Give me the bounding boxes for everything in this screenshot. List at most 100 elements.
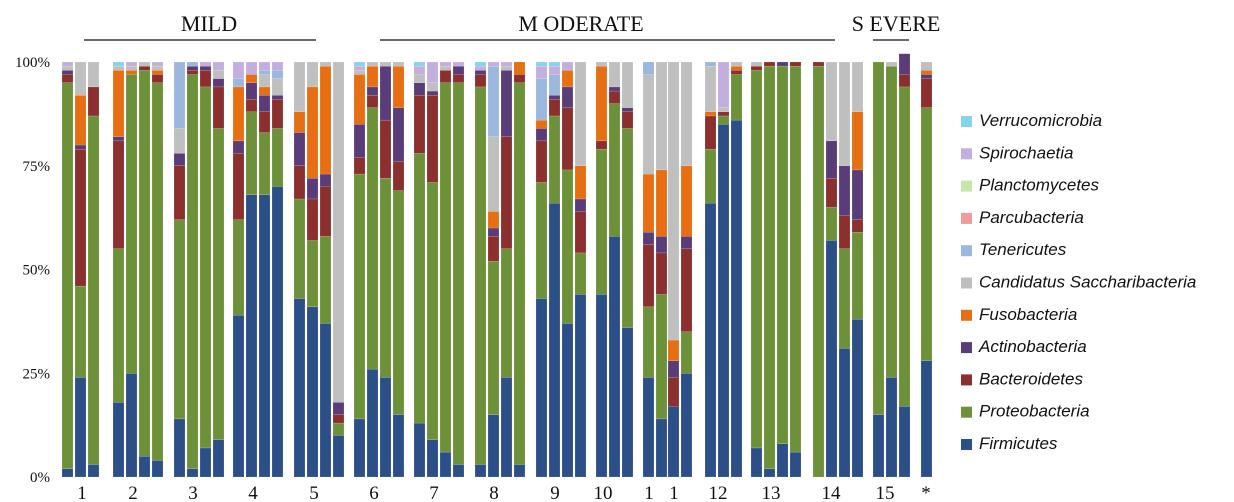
sample-bar bbox=[125, 61, 138, 478]
bar-segment-actinobacteria bbox=[851, 169, 864, 220]
bar-segment-candidatus-saccharibacteria bbox=[173, 128, 186, 154]
sample-bar bbox=[173, 61, 186, 478]
legend-item: Firmicutes bbox=[961, 434, 1058, 453]
bar-segment-tenericutes bbox=[487, 65, 500, 137]
legend-swatch bbox=[961, 309, 972, 321]
bar-segment-proteobacteria bbox=[872, 61, 885, 415]
x-axis-patient-labels: 1 2 3 4 5 6 7 8 9 10 1 1 12 13 14 15 * bbox=[77, 483, 931, 502]
bar-segment-bacteroidetes bbox=[825, 177, 838, 208]
bar-segment-actinobacteria bbox=[245, 82, 258, 100]
bar-segment-candidatus-saccharibacteria bbox=[258, 74, 271, 88]
sample-bar bbox=[776, 61, 789, 478]
bar-segment-bacteroidetes bbox=[332, 414, 345, 424]
group-label-s-evere: S EVERE bbox=[852, 11, 941, 36]
bar-segment-proteobacteria bbox=[151, 82, 164, 461]
bar-segment-proteobacteria bbox=[293, 198, 306, 299]
bar-segment-verrucomicrobia bbox=[413, 61, 426, 67]
severity-group-labels: MILD M ODERATE S EVERE bbox=[84, 11, 941, 41]
bar-segment-fusobacteria bbox=[293, 111, 306, 133]
bar-segment-proteobacteria bbox=[186, 74, 199, 469]
bar-segment-actinobacteria bbox=[199, 65, 212, 71]
bar-segment-candidatus-saccharibacteria bbox=[595, 61, 608, 67]
sample-bar bbox=[655, 61, 668, 478]
bar-segment-actinobacteria bbox=[608, 86, 621, 92]
bar-segment-firmicutes bbox=[245, 194, 258, 478]
sample-bar bbox=[87, 61, 100, 478]
sample-bar bbox=[535, 61, 548, 478]
bar-segment-candidatus-saccharibacteria bbox=[838, 61, 851, 166]
bar-segment-bacteroidetes bbox=[439, 70, 452, 83]
bar-segment-bacteroidetes bbox=[535, 140, 548, 183]
bar-segment-candidatus-saccharibacteria bbox=[212, 70, 225, 79]
bar-segment-candidatus-saccharibacteria bbox=[379, 61, 392, 67]
bar-segment-proteobacteria bbox=[717, 115, 730, 125]
sample-bar bbox=[271, 61, 284, 478]
bar-segment-bacteroidetes bbox=[595, 140, 608, 150]
x-tick-label: 7 bbox=[429, 483, 439, 502]
bar-segment-firmicutes bbox=[173, 418, 186, 478]
bar-segment-spirochaetia bbox=[258, 61, 271, 71]
bar-segment-bacteroidetes bbox=[812, 61, 825, 67]
bar-segment-bacteroidetes bbox=[574, 211, 587, 254]
sample-bar bbox=[851, 61, 864, 478]
bar-segment-firmicutes bbox=[319, 323, 332, 478]
sample-bar bbox=[112, 61, 125, 478]
legend-label: Firmicutes bbox=[979, 434, 1058, 453]
sample-bar bbox=[642, 61, 655, 478]
bar-segment-bacteroidetes bbox=[426, 94, 439, 183]
bar-segment-tenericutes bbox=[271, 70, 284, 79]
bar-segment-bacteroidetes bbox=[513, 74, 526, 83]
sample-bar bbox=[838, 61, 851, 478]
bar-segment-firmicutes bbox=[667, 406, 680, 478]
bar-segment-firmicutes bbox=[642, 377, 655, 478]
sample-bar bbox=[245, 61, 258, 478]
bar-segment-firmicutes bbox=[920, 360, 933, 478]
bar-segment-candidatus-saccharibacteria bbox=[306, 61, 319, 88]
bar-segment-candidatus-saccharibacteria bbox=[750, 61, 763, 67]
bar-segment-bacteroidetes bbox=[112, 140, 125, 249]
patient-group bbox=[353, 61, 405, 478]
bar-segment-spirochaetia bbox=[487, 61, 500, 67]
bar-segment-actinobacteria bbox=[173, 153, 186, 166]
patient-group bbox=[61, 61, 100, 478]
legend-swatch bbox=[961, 212, 972, 224]
bar-segment-proteobacteria bbox=[392, 190, 405, 415]
bar-segment-actinobacteria bbox=[112, 136, 125, 142]
bar-segment-actinobacteria bbox=[332, 402, 345, 415]
bar-segment-bacteroidetes bbox=[667, 377, 680, 407]
bar-segment-fusobacteria bbox=[245, 74, 258, 83]
bar-segment-fusobacteria bbox=[125, 70, 138, 75]
sample-bar bbox=[366, 61, 379, 478]
sample-bar bbox=[258, 61, 271, 478]
bar-segment-bacteroidetes bbox=[366, 94, 379, 108]
bar-segment-bacteroidetes bbox=[642, 244, 655, 308]
bar-segment-firmicutes bbox=[851, 319, 864, 478]
bar-segment-actinobacteria bbox=[838, 165, 851, 216]
bar-segment-proteobacteria bbox=[621, 128, 634, 328]
bar-segment-actinobacteria bbox=[186, 65, 199, 71]
bar-segment-bacteroidetes bbox=[474, 74, 487, 88]
bar-segment-spirochaetia bbox=[125, 61, 138, 67]
legend-label: Fusobacteria bbox=[979, 305, 1077, 324]
legend-item: Spirochaetia bbox=[961, 143, 1074, 162]
sample-bar bbox=[439, 61, 452, 478]
sample-bar bbox=[595, 61, 608, 478]
bar-segment-spirochaetia bbox=[500, 61, 513, 67]
bar-segment-firmicutes bbox=[574, 294, 587, 478]
bar-segment-candidatus-saccharibacteria bbox=[825, 61, 838, 142]
bar-segment-bacteroidetes bbox=[293, 165, 306, 200]
patient-group bbox=[642, 61, 668, 478]
bar-segment-actinobacteria bbox=[920, 74, 933, 79]
bar-segment-verrucomicrobia bbox=[548, 61, 561, 67]
bar-segment-fusobacteria bbox=[667, 339, 680, 361]
bar-segment-actinobacteria bbox=[271, 94, 284, 100]
bar-segment-firmicutes bbox=[621, 327, 634, 478]
bar-segment-candidatus-saccharibacteria bbox=[608, 61, 621, 88]
bar-segment-fusobacteria bbox=[513, 61, 526, 75]
sample-bar bbox=[332, 61, 345, 478]
bar-segment-bacteroidetes bbox=[353, 157, 366, 175]
bar-segment-proteobacteria bbox=[548, 115, 561, 204]
bar-segment-bacteroidetes bbox=[704, 115, 717, 150]
bar-segment-proteobacteria bbox=[199, 86, 212, 449]
bar-segment-bacteroidetes bbox=[392, 161, 405, 191]
